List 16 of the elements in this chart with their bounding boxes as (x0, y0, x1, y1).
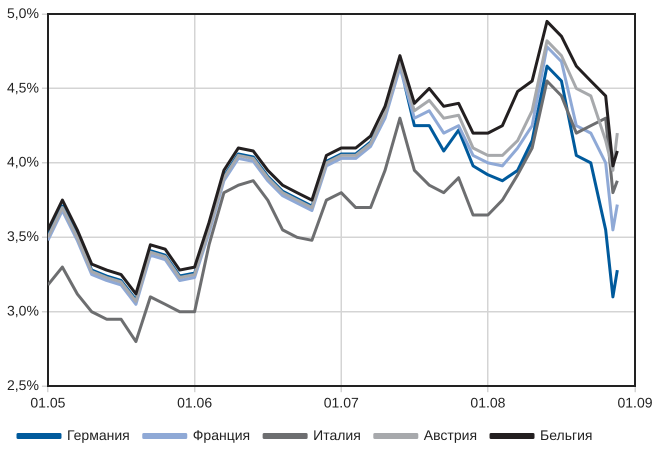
y-tick-label: 3,5% (6, 228, 39, 244)
legend-label: Австрия (424, 426, 478, 443)
legend-label: Германия (67, 426, 130, 443)
y-tick-label: 4,5% (6, 79, 39, 96)
y-tick-label: 2,5% (6, 377, 39, 394)
legend-label: Бельгия (540, 426, 593, 443)
legend-label: Италия (313, 426, 361, 443)
y-tick-label: 5,0% (6, 4, 39, 21)
x-tick-label: 01.05 (30, 394, 66, 410)
x-tick-label: 01.06 (177, 394, 212, 410)
y-tick-label: 4,0% (6, 154, 39, 170)
x-tick-label: 01.09 (617, 394, 653, 410)
y-tick-label: 3,0% (6, 302, 39, 319)
legend-label: Франция (192, 426, 250, 443)
x-tick-label: 01.07 (324, 394, 359, 410)
x-tick-label: 01.08 (470, 394, 506, 410)
